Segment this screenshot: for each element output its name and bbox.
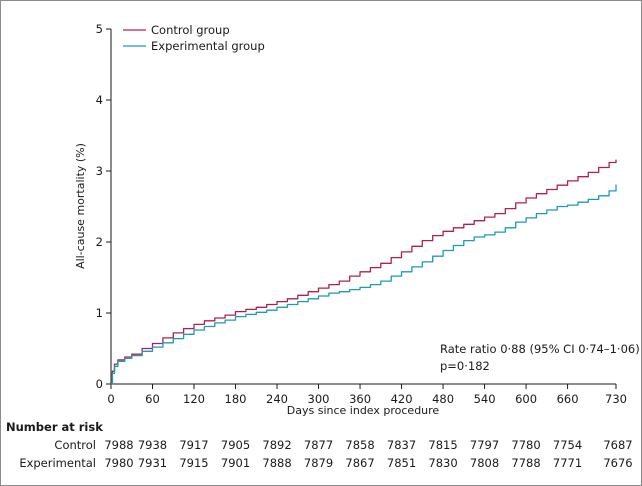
risk-value: 7808 [470, 456, 499, 470]
risk-row-label-experimental: Experimental [19, 456, 96, 470]
risk-value: 7676 [603, 456, 632, 470]
risk-value: 7931 [138, 456, 167, 470]
x-tick-label: 240 [266, 392, 288, 406]
x-tick-label: 540 [474, 392, 496, 406]
risk-table-values: 7988 7938 7917 7905 7892 7877 7858 7837 7815 7797… [104, 438, 632, 470]
risk-value: 7892 [262, 438, 291, 452]
risk-value: 7815 [428, 438, 457, 452]
risk-value: 7687 [603, 438, 632, 452]
x-tick-label: 300 [308, 392, 330, 406]
risk-value: 7754 [553, 438, 582, 452]
risk-value: 7837 [387, 438, 416, 452]
x-tick-label: 480 [432, 392, 454, 406]
legend-label-experimental: Experimental group [151, 39, 265, 53]
y-tick-label: 3 [96, 164, 103, 178]
x-tick-label: 420 [391, 392, 413, 406]
x-axis-title: Days since index procedure [287, 404, 440, 417]
risk-value: 7988 [104, 438, 133, 452]
y-tick-label: 2 [96, 235, 103, 249]
risk-value: 7879 [304, 456, 333, 470]
x-tick-label: 360 [349, 392, 371, 406]
risk-value: 7851 [387, 456, 416, 470]
series-line-experimental [111, 184, 617, 385]
rate-ratio-annotation: Rate ratio 0·88 (95% CI 0·74–1·06) [440, 342, 640, 356]
axes: 0 1 2 3 4 5 0 60 120 180 240 300 360 420 480 540 600 660 7… [96, 22, 627, 406]
x-tick-label: 60 [145, 392, 160, 406]
risk-value: 7858 [345, 438, 374, 452]
legend-label-control: Control group [151, 23, 230, 37]
series-line-control [111, 159, 617, 385]
x-tick-label: 180 [225, 392, 247, 406]
risk-table-title: Number at risk [6, 420, 103, 434]
x-tick-label: 600 [515, 392, 537, 406]
y-tick-label: 0 [96, 377, 103, 391]
p-value-annotation: p=0·182 [440, 359, 490, 373]
legend: Control group Experimental group [123, 23, 265, 53]
y-tick-label: 5 [96, 22, 103, 36]
x-tick-label: 660 [557, 392, 579, 406]
x-tick-label: 0 [107, 392, 114, 406]
risk-value: 7867 [345, 456, 374, 470]
y-tick-label: 1 [96, 306, 103, 320]
risk-value: 7771 [553, 456, 582, 470]
risk-value: 7905 [221, 438, 250, 452]
risk-value: 7888 [262, 456, 291, 470]
risk-value: 7780 [511, 438, 540, 452]
risk-value: 7917 [179, 438, 208, 452]
risk-value: 7980 [104, 456, 133, 470]
y-axis-title: All-cause mortality (%) [74, 143, 87, 269]
risk-value: 7938 [138, 438, 167, 452]
x-tick-label: 120 [183, 392, 205, 406]
risk-value: 7788 [511, 456, 540, 470]
series-lines [111, 159, 617, 385]
y-tick-label: 4 [96, 93, 103, 107]
risk-value: 7877 [304, 438, 333, 452]
risk-value: 7830 [428, 456, 457, 470]
risk-row-label-control: Control [54, 438, 96, 452]
risk-value: 7901 [221, 456, 250, 470]
risk-value: 7797 [470, 438, 499, 452]
risk-value: 7915 [179, 456, 208, 470]
x-tick-label: 730 [605, 392, 627, 406]
